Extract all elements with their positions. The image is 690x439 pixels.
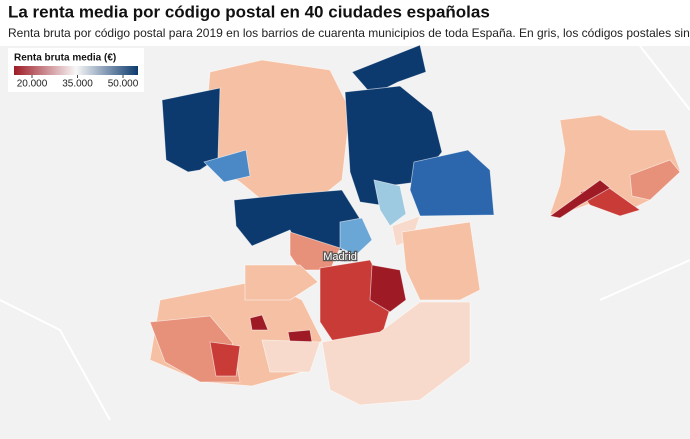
region xyxy=(321,301,471,406)
city-label: Madrid xyxy=(323,251,357,263)
legend-tick-label: 35.000 xyxy=(62,79,93,90)
subtitle: Renta bruta por código postal para 2019 … xyxy=(8,26,690,40)
roads xyxy=(0,45,690,421)
region xyxy=(629,159,681,201)
region xyxy=(369,264,407,313)
map xyxy=(149,44,681,406)
region xyxy=(409,149,495,217)
legend: Renta bruta media (€) 20.000 35.000 50.000 xyxy=(8,48,144,92)
legend-title: Renta bruta media (€) xyxy=(14,53,116,64)
region xyxy=(203,149,251,183)
region xyxy=(249,314,269,331)
title: La renta media por código postal en 40 c… xyxy=(8,2,490,21)
region xyxy=(339,217,373,256)
legend-tick-label: 20.000 xyxy=(17,79,48,90)
region xyxy=(289,231,341,271)
legend-tick-label: 50.000 xyxy=(108,79,139,90)
region xyxy=(287,329,313,343)
region xyxy=(549,179,611,219)
legend-scale xyxy=(14,66,138,75)
region xyxy=(161,87,221,173)
region xyxy=(209,341,241,377)
region xyxy=(373,179,407,227)
region xyxy=(244,264,319,301)
region xyxy=(261,339,321,373)
region xyxy=(401,221,481,301)
